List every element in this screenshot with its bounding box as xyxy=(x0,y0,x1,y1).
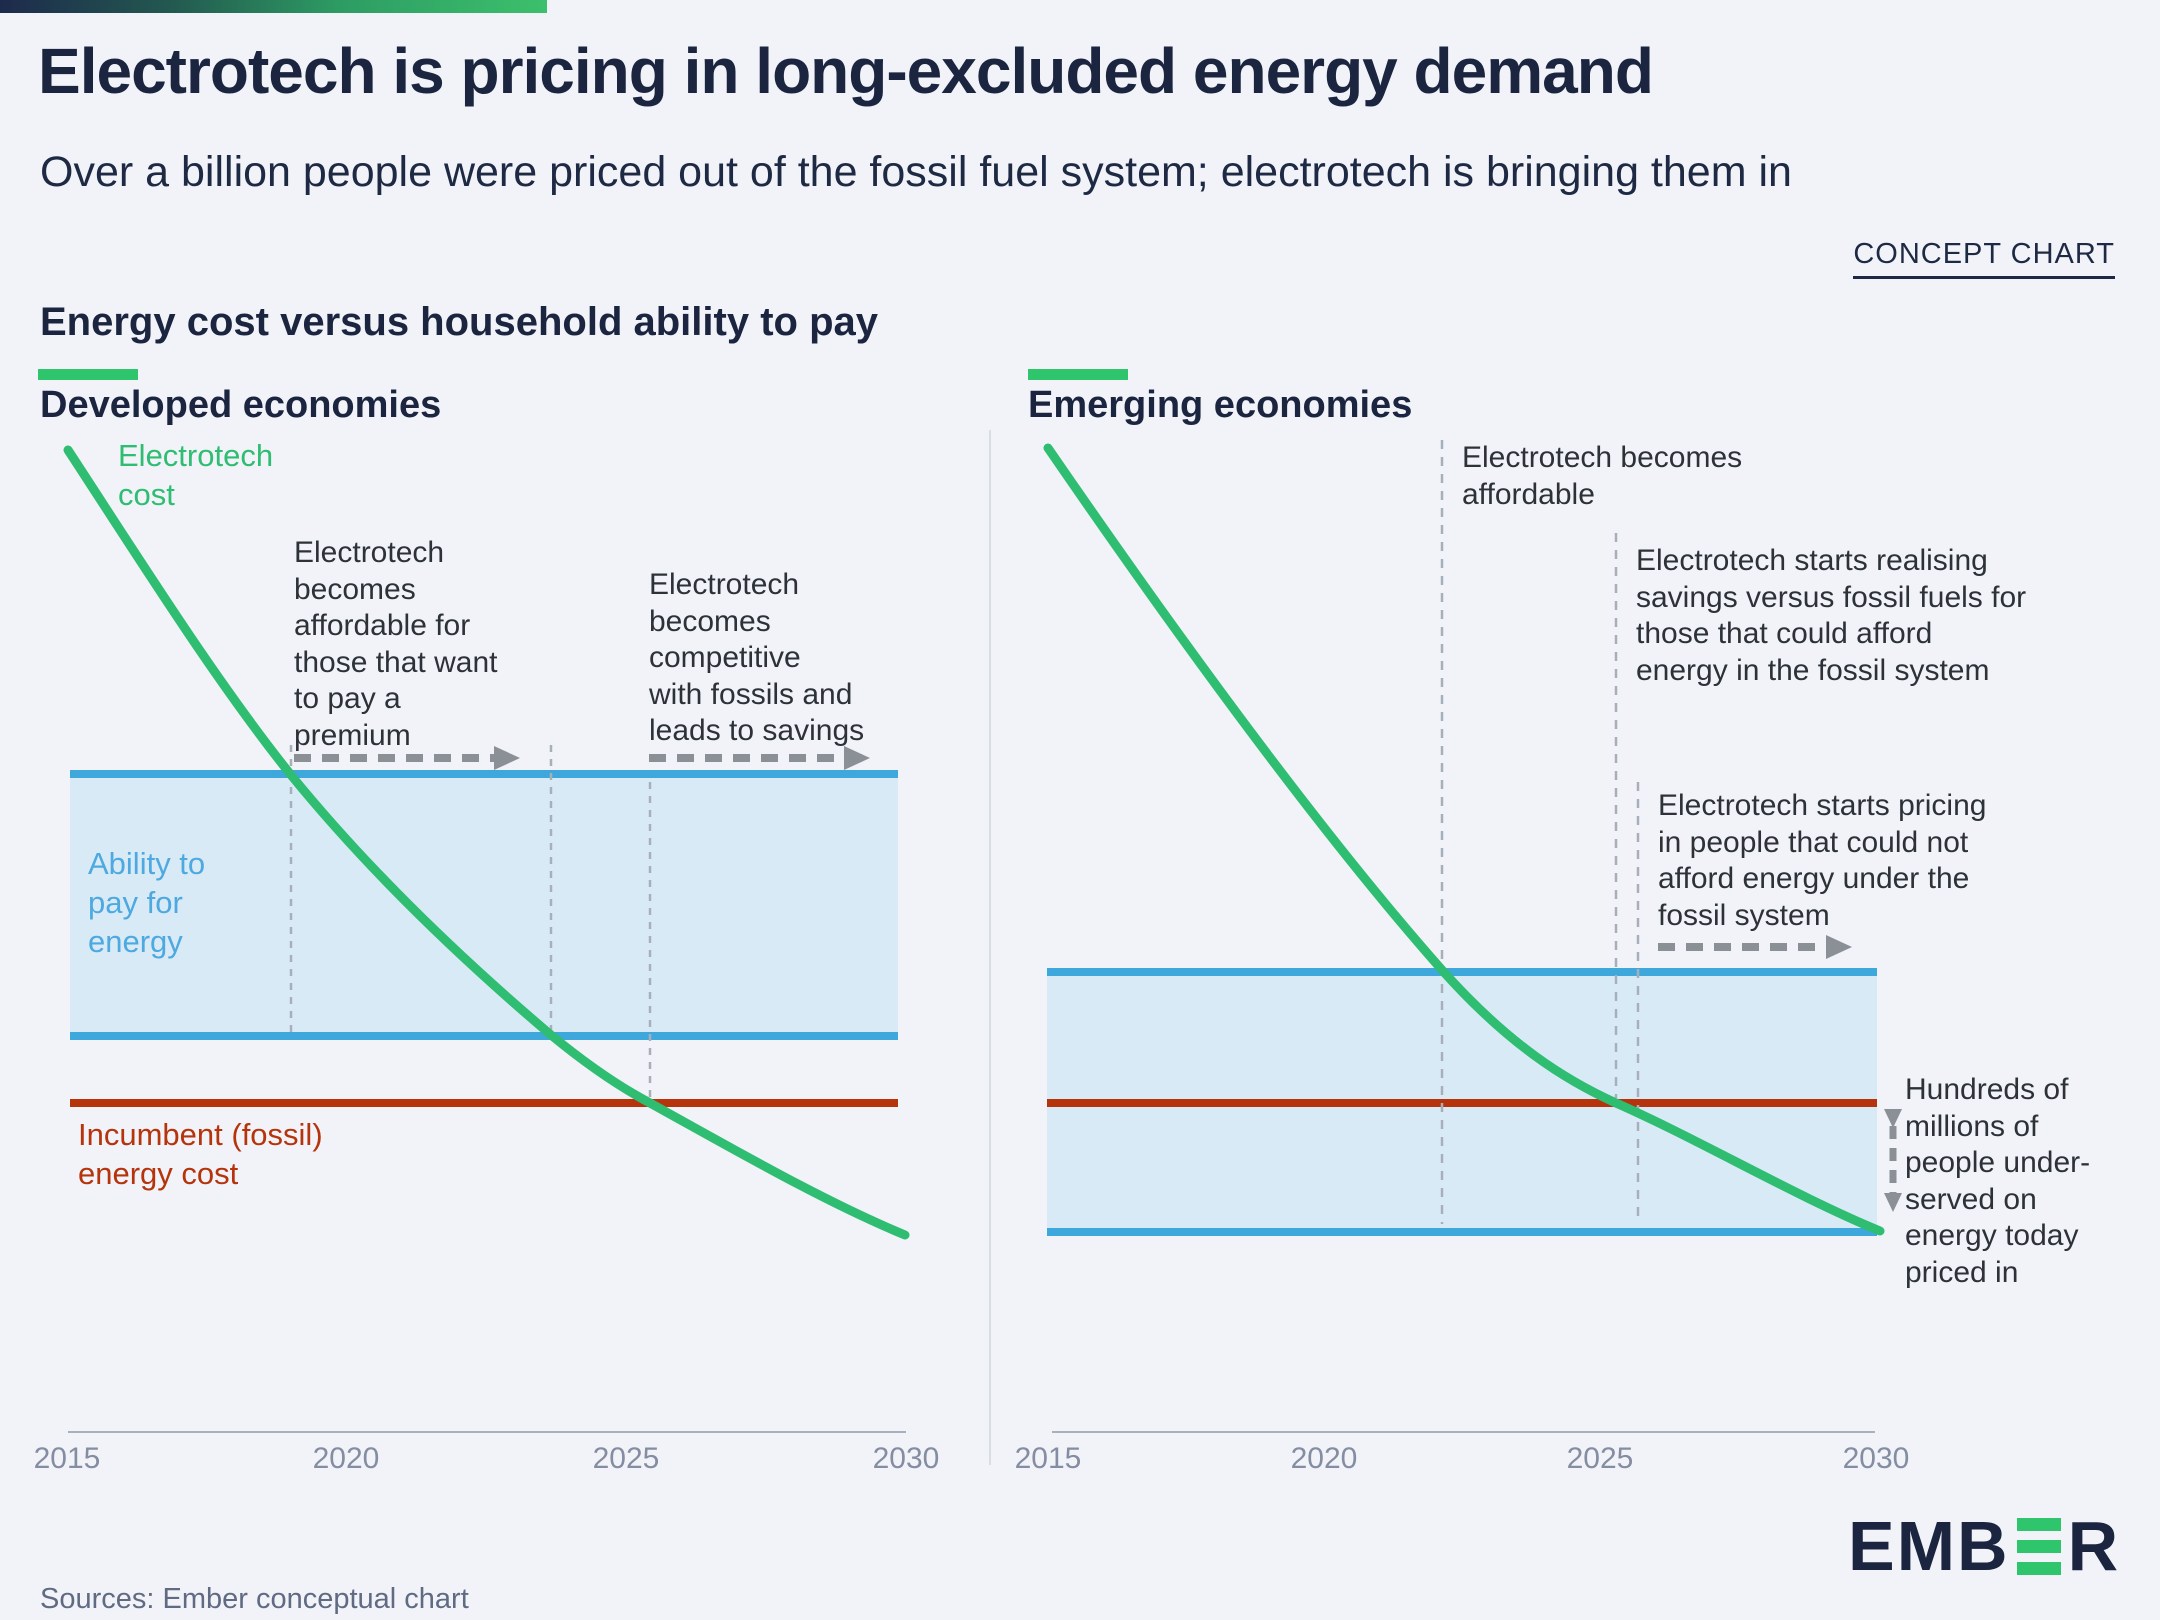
chart-section-title: Energy cost versus household ability to … xyxy=(40,300,878,344)
emerging-tick-2025: 2025 xyxy=(1566,1442,1634,1475)
logo-e-bar xyxy=(2016,1561,2061,1575)
developed-tick-2025: 2025 xyxy=(592,1442,660,1475)
underserved-people-note: Hundreds of millions of people under- se… xyxy=(1905,1073,2091,1289)
ember-logo-green-e-icon xyxy=(2016,1517,2061,1575)
emerging-fossil-cost-line xyxy=(1047,1099,1877,1107)
concept-chart-tag: CONCEPT CHART xyxy=(1853,238,2115,279)
developed-annotation-premium: Electrotech becomes affordable for those… xyxy=(294,536,498,752)
emerging-tick-2015: 2015 xyxy=(1014,1442,1082,1475)
emerging-tick-2020: 2020 xyxy=(1290,1442,1358,1475)
logo-e-bar xyxy=(2016,1517,2061,1531)
emerging-annotation-savings: Electrotech starts realising savings ver… xyxy=(1636,544,2027,687)
developed-tick-2015: 2015 xyxy=(33,1442,101,1475)
developed-accent-bar xyxy=(38,369,138,380)
developed-tick-2030: 2030 xyxy=(872,1442,940,1475)
ember-logo: EMB R xyxy=(1848,1506,2120,1586)
developed-electrotech-cost-label: Electrotech cost xyxy=(118,438,274,512)
developed-fossil-cost-line xyxy=(70,1099,898,1107)
sources-note: Sources: Ember conceptual chart xyxy=(40,1583,469,1615)
ember-logo-text-r: R xyxy=(2067,1507,2121,1585)
ember-logo-text-emb: EMB xyxy=(1848,1507,2010,1585)
panel-divider xyxy=(989,430,991,1465)
developed-x-axis xyxy=(68,1431,906,1433)
emerging-x-axis xyxy=(1052,1431,1875,1433)
developed-annotation-competitive: Electrotech becomes competitive with fos… xyxy=(649,568,865,748)
emerging-accent-bar xyxy=(1028,369,1128,380)
emerging-panel-title: Emerging economies xyxy=(1028,384,1413,426)
developed-ability-to-pay-label: Ability to pay for energy xyxy=(88,846,206,959)
logo-e-bar xyxy=(2016,1539,2061,1553)
page-title: Electrotech is pricing in long-excluded … xyxy=(38,35,1654,107)
emerging-tick-2030: 2030 xyxy=(1842,1442,1910,1475)
page-subtitle: Over a billion people were priced out of… xyxy=(40,148,1792,196)
emerging-annotation-pricing-in: Electrotech starts pricing in people tha… xyxy=(1658,789,1987,932)
developed-tick-2020: 2020 xyxy=(312,1442,380,1475)
developed-panel-title: Developed economies xyxy=(40,384,442,426)
emerging-annotation-affordable: Electrotech becomes affordable xyxy=(1462,441,1743,511)
brand-gradient-bar xyxy=(0,0,547,13)
developed-incumbent-fossil-label: Incumbent (fossil) energy cost xyxy=(78,1117,323,1191)
